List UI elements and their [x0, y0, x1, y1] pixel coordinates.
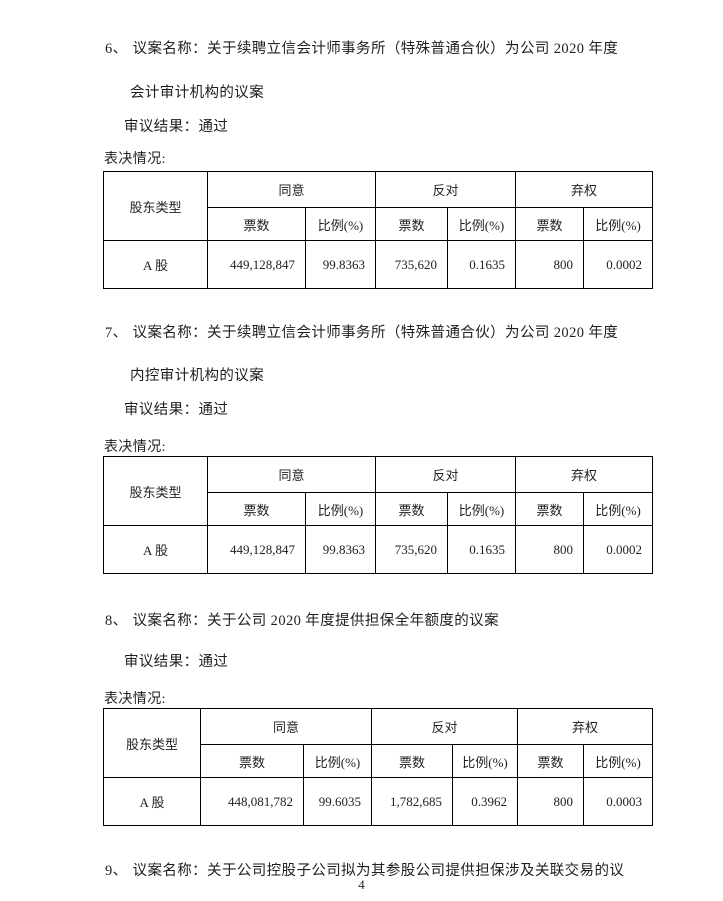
- agree-ratio: 99.8363: [304, 525, 377, 574]
- agree-ratio: 99.8363: [304, 240, 377, 289]
- header-votes: 票数: [371, 744, 454, 778]
- oppose-ratio: 0.3962: [452, 777, 519, 826]
- header-votes: 票数: [207, 207, 306, 241]
- header-ratio: 比例(%): [583, 492, 654, 526]
- oppose-votes: 735,620: [375, 240, 449, 289]
- header-ratio: 比例(%): [447, 207, 517, 241]
- oppose-votes: 1,782,685: [371, 777, 454, 826]
- row-label: A 股: [103, 240, 208, 289]
- row-label: A 股: [103, 525, 208, 574]
- oppose-ratio: 0.1635: [447, 525, 517, 574]
- section-7-title-text: 议案名称：关于续聘立信会计师事务所（特殊普通合伙）为公司 2020 年度: [132, 325, 619, 341]
- table-row: A 股 448,081,782 99.6035 1,782,685 0.3962…: [103, 777, 654, 826]
- header-shareholder-type: 股东类型: [103, 171, 208, 241]
- abstain-ratio: 0.0002: [583, 240, 654, 289]
- section-6-title-line2: 会计审计机构的议案: [130, 85, 265, 101]
- section-8-title-text: 议案名称：关于公司 2020 年度提供担保全年额度的议案: [132, 613, 500, 629]
- agree-ratio: 99.6035: [302, 777, 373, 826]
- section-8-review-result: 审议结果：通过: [124, 654, 229, 670]
- row-label: A 股: [103, 777, 201, 826]
- section-9-number: 9、: [105, 863, 128, 879]
- header-shareholder-type: 股东类型: [103, 708, 201, 778]
- section-8-number: 8、: [105, 613, 128, 629]
- section-9-title-line1: 9、 议案名称：关于公司控股子公司拟为其参股公司提供担保涉及关联交易的议: [105, 862, 624, 881]
- section-7-title-line2: 内控审计机构的议案: [130, 368, 265, 384]
- header-ratio: 比例(%): [452, 744, 519, 778]
- oppose-votes: 735,620: [375, 525, 449, 574]
- abstain-ratio: 0.0002: [583, 525, 654, 574]
- oppose-ratio: 0.1635: [447, 240, 517, 289]
- header-ratio: 比例(%): [583, 207, 654, 241]
- section-7-number: 7、: [105, 325, 128, 341]
- header-agree: 同意: [206, 456, 377, 493]
- header-ratio: 比例(%): [447, 492, 517, 526]
- section-8-voting-table: 股东类型 同意 反对 弃权 票数 比例(%) 票数 比例(%) 票数 比例(%)…: [103, 708, 654, 826]
- header-abstain: 弃权: [517, 708, 654, 745]
- header-oppose: 反对: [375, 456, 517, 493]
- header-votes: 票数: [200, 744, 304, 778]
- table-row: A 股 449,128,847 99.8363 735,620 0.1635 8…: [103, 240, 654, 289]
- section-6-voting-label: 表决情况:: [104, 152, 166, 167]
- header-ratio: 比例(%): [302, 744, 373, 778]
- section-8-voting-label: 表决情况:: [104, 692, 166, 707]
- table-row: A 股 449,128,847 99.8363 735,620 0.1635 8…: [103, 525, 654, 574]
- agree-votes: 449,128,847: [207, 525, 306, 574]
- header-abstain: 弃权: [515, 456, 654, 493]
- header-ratio: 比例(%): [304, 207, 377, 241]
- header-votes: 票数: [515, 492, 585, 526]
- abstain-votes: 800: [515, 525, 585, 574]
- section-9-title-text: 议案名称：关于公司控股子公司拟为其参股公司提供担保涉及关联交易的议: [132, 863, 625, 879]
- header-votes: 票数: [375, 207, 449, 241]
- section-7-voting-label: 表决情况:: [104, 440, 166, 455]
- header-votes: 票数: [207, 492, 306, 526]
- header-oppose: 反对: [375, 171, 517, 208]
- header-votes: 票数: [515, 207, 585, 241]
- abstain-ratio: 0.0003: [583, 777, 654, 826]
- header-oppose: 反对: [371, 708, 519, 745]
- section-7-title-line1: 7、 议案名称：关于续聘立信会计师事务所（特殊普通合伙）为公司 2020 年度: [105, 324, 618, 343]
- abstain-votes: 800: [515, 240, 585, 289]
- header-votes: 票数: [517, 744, 585, 778]
- section-6-review-result: 审议结果：通过: [124, 119, 229, 135]
- agree-votes: 448,081,782: [200, 777, 304, 826]
- section-8-title-line1: 8、 议案名称：关于公司 2020 年度提供担保全年额度的议案: [105, 612, 499, 631]
- header-agree: 同意: [199, 708, 373, 745]
- header-ratio: 比例(%): [583, 744, 654, 778]
- header-abstain: 弃权: [515, 171, 654, 208]
- page-number: 4: [358, 877, 365, 892]
- section-6-title-text: 议案名称：关于续聘立信会计师事务所（特殊普通合伙）为公司 2020 年度: [132, 41, 619, 57]
- agree-votes: 449,128,847: [207, 240, 306, 289]
- abstain-votes: 800: [517, 777, 585, 826]
- header-votes: 票数: [375, 492, 449, 526]
- section-7-review-result: 审议结果：通过: [124, 402, 229, 418]
- section-6-title-line1: 6、 议案名称：关于续聘立信会计师事务所（特殊普通合伙）为公司 2020 年度: [105, 40, 618, 59]
- header-shareholder-type: 股东类型: [103, 456, 208, 526]
- section-6-number: 6、: [105, 41, 128, 57]
- header-agree: 同意: [206, 171, 377, 208]
- section-6-voting-table: 股东类型 同意 反对 弃权 票数 比例(%) 票数 比例(%) 票数 比例(%)…: [103, 171, 654, 289]
- section-7-voting-table: 股东类型 同意 反对 弃权 票数 比例(%) 票数 比例(%) 票数 比例(%)…: [103, 456, 654, 574]
- header-ratio: 比例(%): [304, 492, 377, 526]
